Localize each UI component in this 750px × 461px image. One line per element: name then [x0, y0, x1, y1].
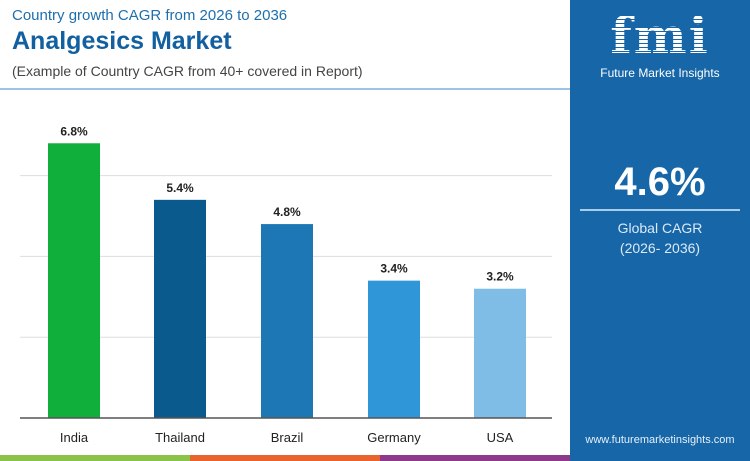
global-cagr-caption: Global CAGR (2026- 2036): [570, 218, 750, 258]
data-label: 4.8%: [273, 205, 301, 219]
logo-name: Future Market Insights: [600, 66, 720, 80]
global-cagr-value: 4.6%: [614, 160, 706, 204]
bar-chart: 6.8% India 5.4% Thailand 4.8% Brazil 3.4% Germa…: [20, 124, 552, 445]
website-url: www.futuremarketinsights.com: [585, 434, 735, 446]
x-tick-label: Germany: [367, 430, 421, 445]
fmi-logo: fmi Future Market Insights: [570, 8, 750, 81]
data-label: 3.2%: [486, 270, 514, 284]
data-label: 3.4%: [380, 262, 408, 276]
x-tick-label: USA: [487, 430, 514, 445]
footer-strip-purple: [380, 455, 570, 461]
footer-strip-green: [0, 455, 190, 461]
panel-divider: [580, 209, 740, 211]
bar-brazil: [261, 224, 313, 418]
header-divider: [0, 88, 570, 90]
bar-india: [48, 143, 100, 418]
x-tick-label: Brazil: [271, 430, 304, 445]
global-cagr-period: (2026- 2036): [619, 240, 701, 256]
global-cagr-label: Global CAGR: [617, 220, 703, 236]
logo-mark: fmi: [570, 8, 750, 64]
chart-subtitle: Country growth CAGR from 2026 to 2036: [12, 7, 288, 24]
x-tick-label: Thailand: [155, 430, 205, 445]
bar-thailand: [154, 199, 206, 418]
data-label: 6.8%: [60, 124, 88, 138]
side-panel: fmi Future Market Insights 4.6% Global C…: [570, 0, 750, 461]
chart-note: (Example of Country CAGR from 40+ covere…: [12, 63, 363, 79]
data-label: 5.4%: [166, 181, 194, 195]
footer-strip-orange: [190, 455, 380, 461]
bar-germany: [368, 280, 420, 418]
chart-title: Analgesics Market: [12, 27, 232, 55]
x-tick-label: India: [60, 430, 89, 445]
bar-usa: [474, 288, 526, 418]
